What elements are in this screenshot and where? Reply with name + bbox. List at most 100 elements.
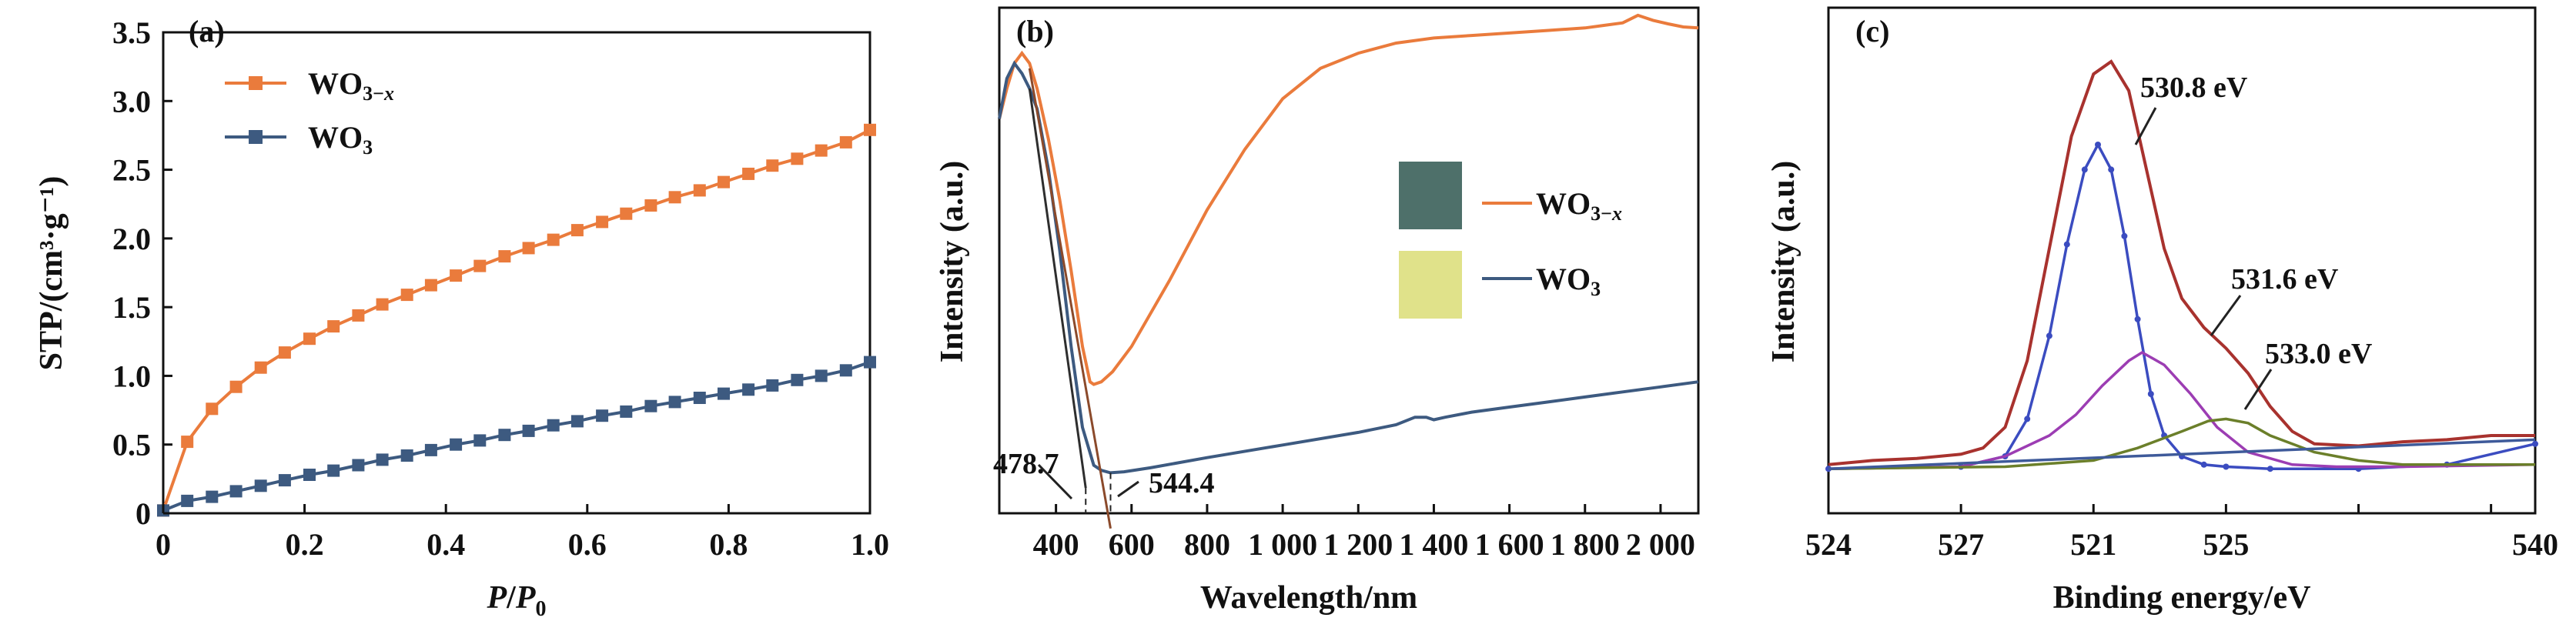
data-point bbox=[206, 490, 219, 503]
annotation-533-0: 533.0 eV bbox=[2265, 338, 2373, 370]
panel-c-label: (c) bbox=[1855, 14, 1889, 48]
x-tick-label: 524 bbox=[1805, 527, 1852, 562]
data-point bbox=[400, 449, 413, 462]
series-line-wo3x bbox=[998, 13, 1699, 386]
panel-b-label: (b) bbox=[1016, 14, 1054, 48]
legend-label-wo3x: WO3−x bbox=[308, 66, 394, 105]
series-line-baseline bbox=[1828, 438, 2536, 470]
panel-b-legend: WO3−x WO3 bbox=[1399, 162, 1622, 319]
data-point bbox=[2134, 316, 2141, 322]
data-point bbox=[229, 485, 243, 498]
data-point bbox=[596, 215, 609, 229]
panel-a-label: (a) bbox=[189, 14, 225, 48]
data-point bbox=[693, 184, 706, 197]
data-point bbox=[2121, 232, 2128, 239]
data-point bbox=[424, 279, 437, 292]
legend-marker-wo3x bbox=[249, 76, 263, 90]
data-point bbox=[718, 387, 730, 400]
y-tick-label: 0.5 bbox=[112, 428, 151, 462]
legend-label-wo3: WO3 bbox=[308, 120, 373, 159]
legend-marker-wo3 bbox=[249, 130, 263, 144]
data-point bbox=[644, 399, 657, 412]
legend-label-wo3-b: WO3 bbox=[1536, 262, 1601, 300]
annotation-531-6: 531.6 eV bbox=[2231, 263, 2339, 295]
data-point bbox=[815, 369, 828, 382]
panel-a-y-axis-label: STP/(cm³·g⁻¹) bbox=[34, 176, 69, 371]
panel-b-y-axis-label: Intensity (a.u.) bbox=[935, 161, 970, 363]
annotation-544-arrow bbox=[1117, 480, 1139, 498]
data-point bbox=[620, 207, 633, 220]
tangent-line-wo3 bbox=[1028, 88, 1087, 489]
data-point bbox=[352, 459, 365, 472]
x-tick-label: 1.0 bbox=[851, 527, 889, 562]
x-tick-label: 1 800 bbox=[1551, 527, 1620, 562]
legend-label-wo3x-b: WO3−x bbox=[1536, 186, 1622, 225]
panel-b-plot-area bbox=[998, 13, 1699, 529]
data-point bbox=[2267, 466, 2273, 472]
x-tick-label: 0.2 bbox=[286, 527, 324, 562]
panel-b-x-ticks: 400 600 800 1 000 1 200 1 400 1 600 1 800 2 000 bbox=[1033, 504, 1695, 562]
panel-c-x-ticks: 524 527 521 525 540 bbox=[1805, 504, 2558, 562]
data-point bbox=[254, 479, 267, 492]
y-tick-label: 1.0 bbox=[112, 359, 151, 393]
x-tick-label: 1 600 bbox=[1475, 527, 1544, 562]
data-point bbox=[864, 123, 876, 136]
data-point bbox=[791, 152, 804, 165]
x-tick-label: 0.8 bbox=[709, 527, 748, 562]
data-point bbox=[473, 259, 487, 272]
annotation-544-4: 544.4 bbox=[1149, 467, 1215, 499]
data-point bbox=[450, 269, 463, 282]
data-point bbox=[229, 380, 243, 393]
x-tick-label: 0.4 bbox=[427, 527, 465, 562]
annotation-530-8: 530.8 eV bbox=[2140, 72, 2248, 104]
x-tick-label: 1 200 bbox=[1323, 527, 1393, 562]
data-point bbox=[693, 392, 706, 404]
data-point bbox=[766, 379, 779, 392]
y-tick-label: 3.5 bbox=[112, 15, 151, 50]
data-point bbox=[815, 144, 828, 157]
panel-a-plot-area bbox=[157, 123, 876, 517]
data-point bbox=[278, 474, 291, 487]
data-point bbox=[278, 346, 291, 359]
y-tick-label: 1.5 bbox=[112, 290, 151, 325]
data-point bbox=[400, 289, 413, 302]
series-line-wo3 bbox=[162, 360, 871, 512]
y-tick-label: 3.0 bbox=[112, 84, 151, 119]
data-point bbox=[547, 233, 560, 246]
data-point bbox=[181, 436, 194, 449]
data-point bbox=[498, 429, 511, 442]
x-tick-label: 600 bbox=[1109, 527, 1155, 562]
series-line-wo3 bbox=[998, 60, 1699, 475]
data-point bbox=[620, 405, 633, 418]
data-point bbox=[742, 167, 755, 180]
x-label-p: P bbox=[487, 580, 507, 616]
data-point bbox=[473, 434, 487, 447]
panel-b-frame bbox=[998, 6, 1700, 515]
panel-a-chart: (a) 0 0.2 0.4 0.6 0.8 1.0 0 0.5 1.0 1.5 2.0 2.5 3.0… bbox=[34, 14, 889, 621]
panel-c-chart: (c) 524 527 521 525 540 Intensity (a.u.) Bin… bbox=[1766, 6, 2558, 616]
data-point bbox=[2046, 332, 2052, 339]
data-point bbox=[742, 383, 755, 396]
series-line-fit-531.6 bbox=[1828, 350, 2536, 470]
panel-a-frame bbox=[162, 31, 871, 515]
data-point bbox=[766, 159, 779, 172]
x-tick-label: 1 400 bbox=[1399, 527, 1468, 562]
data-point bbox=[2200, 461, 2207, 468]
data-point bbox=[668, 191, 681, 204]
x-tick-label: 800 bbox=[1184, 527, 1230, 562]
data-point bbox=[424, 443, 437, 456]
data-point bbox=[522, 424, 535, 437]
data-point bbox=[327, 320, 340, 333]
data-point bbox=[570, 224, 584, 237]
series-line-wo3x bbox=[162, 129, 871, 512]
data-point bbox=[376, 453, 389, 466]
panel-c-plot-area bbox=[1825, 59, 2538, 472]
panel-b-chart: (b) 400 600 800 1 000 1 200 1 400 1 600 1 800 2 … bbox=[935, 6, 1700, 616]
x-tick-label: 0.6 bbox=[568, 527, 607, 562]
legend-swatch-wo3x bbox=[1399, 162, 1462, 229]
data-point bbox=[2223, 463, 2230, 470]
data-point bbox=[596, 409, 609, 422]
series-line-fit-533.0 bbox=[1828, 417, 2535, 470]
annotation-478-arrow bbox=[1037, 463, 1073, 500]
